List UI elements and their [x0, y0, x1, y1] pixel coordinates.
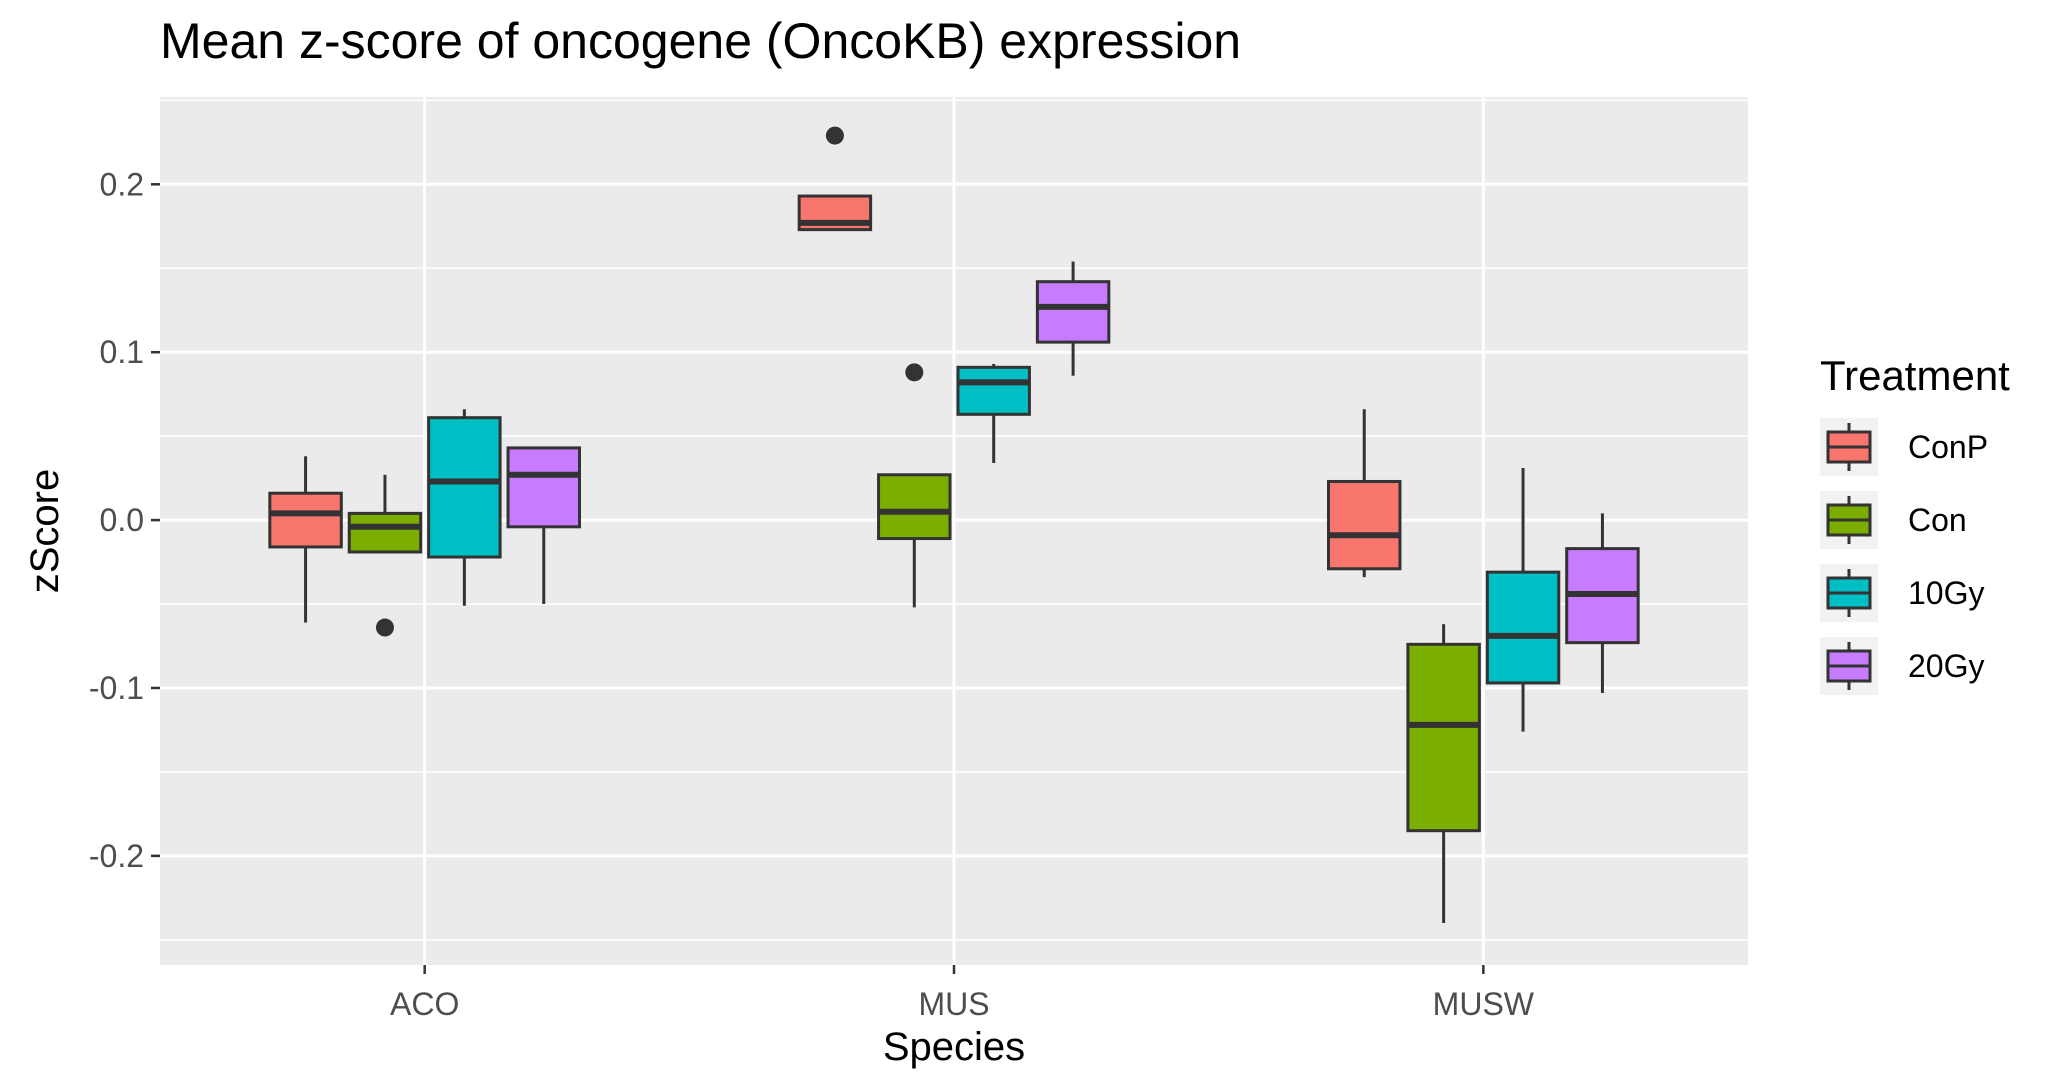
box-iqr [1406, 642, 1481, 833]
box-iqr [506, 446, 581, 529]
chart-title: Mean z-score of oncogene (OncoKB) expres… [160, 13, 1241, 69]
box-10gy-musw [1485, 468, 1561, 732]
box-iqr [877, 473, 952, 541]
box-conp-mus [797, 126, 873, 232]
box-conp-aco [268, 456, 343, 623]
x-tick-label: ACO [390, 986, 459, 1022]
box-10gy-mus [956, 363, 1031, 464]
x-tick-label: MUSW [1433, 986, 1535, 1022]
box-20gy-mus [1035, 261, 1111, 376]
boxes [268, 126, 1640, 924]
y-axis: -0.2 -0.1 0.0 0.1 0.2 [89, 166, 160, 874]
legend-item-con: Con [1820, 491, 1967, 549]
y-tick-label: -0.2 [89, 838, 144, 874]
box-conp-musw [1327, 409, 1402, 578]
outlier-point [825, 126, 844, 145]
box-con-musw [1406, 624, 1481, 924]
x-axis: ACO MUS MUSW [390, 965, 1535, 1022]
major-grid [160, 97, 1748, 965]
y-axis-title: zScore [23, 469, 67, 594]
legend-title: Treatment [1820, 352, 2010, 399]
legend-label: 10Gy [1908, 575, 1984, 611]
legend-label: Con [1908, 502, 1967, 538]
legend-label: 20Gy [1908, 648, 1984, 684]
legend-label: ConP [1908, 429, 1988, 465]
box-10gy-aco [427, 409, 502, 606]
x-tick-label: MUS [918, 986, 989, 1022]
y-tick-label: -0.1 [89, 670, 144, 706]
outlier-point [375, 618, 394, 637]
box-20gy-musw [1565, 513, 1640, 694]
outlier-point [905, 363, 924, 382]
box-iqr [347, 511, 423, 554]
box-iqr [956, 365, 1031, 416]
legend-item-conp: ConP [1820, 418, 1988, 476]
legend-item-20gy: 20Gy [1820, 637, 1984, 695]
box-iqr [427, 416, 502, 559]
box-con-mus [877, 363, 952, 608]
y-tick-label: 0.0 [100, 502, 144, 538]
y-tick-label: 0.1 [100, 334, 144, 370]
box-iqr [268, 491, 343, 549]
box-20gy-aco [506, 446, 581, 605]
legend-item-10gy: 10Gy [1820, 564, 1984, 622]
box-iqr [1035, 280, 1111, 344]
legend: Treatment ConP Con 10Gy 20Gy [1820, 352, 2010, 695]
box-con-aco [347, 474, 423, 637]
box-iqr [1485, 570, 1561, 685]
y-tick-label: 0.2 [100, 166, 144, 202]
box-iqr [1327, 479, 1402, 571]
x-axis-title: Species [883, 1025, 1025, 1069]
